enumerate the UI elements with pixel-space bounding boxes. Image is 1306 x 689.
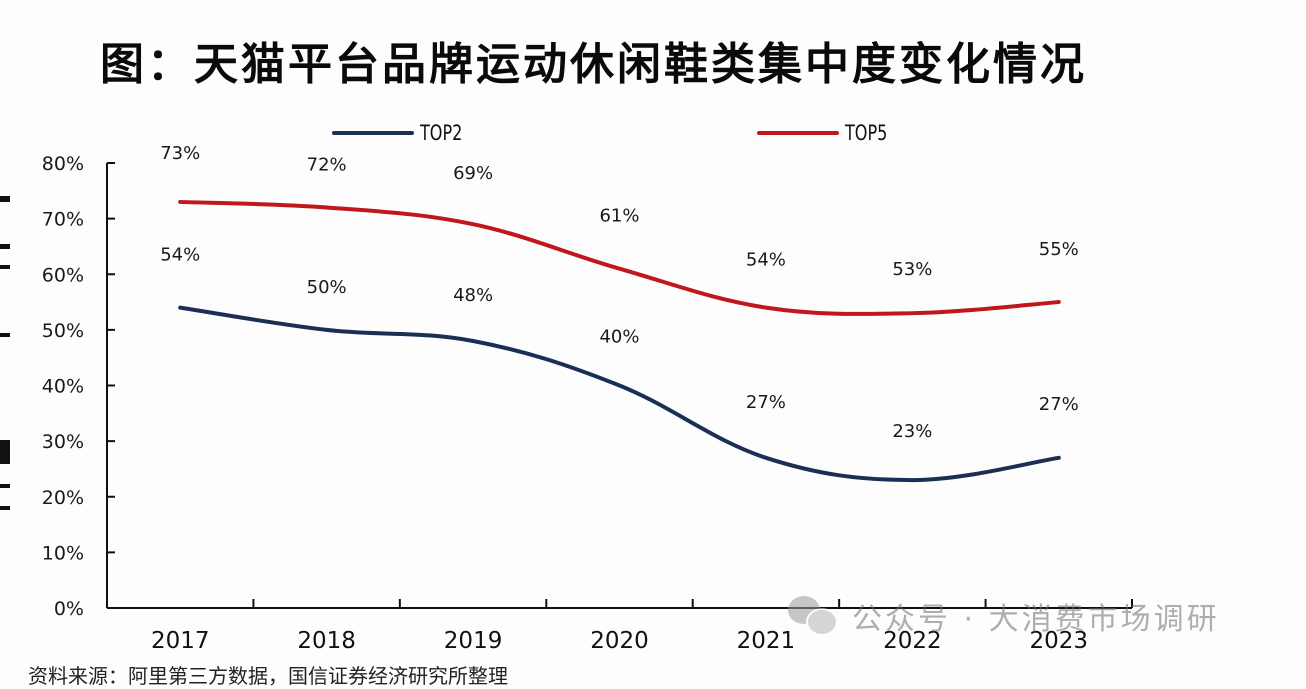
y-tick-label: 70% [42, 209, 84, 231]
cropped-axis-title-fragment [0, 244, 10, 249]
x-tick-label: 2022 [883, 628, 942, 654]
data-label-top2: 48% [453, 285, 493, 306]
y-tick-label: 30% [42, 431, 84, 453]
cropped-axis-title-fragment [0, 265, 10, 269]
y-tick-label: 20% [42, 487, 84, 509]
x-tick-label: 2017 [151, 628, 210, 654]
data-label-top2: 27% [1039, 394, 1079, 415]
data-label-top5: 73% [160, 143, 200, 164]
watermark: 公众号 · 大消费市场调研 [788, 594, 1220, 638]
legend-label-top2: TOP2 [420, 121, 463, 145]
y-tick-label: 80% [42, 153, 84, 175]
data-label-top2: 27% [746, 392, 786, 413]
data-label-top5: 61% [599, 206, 639, 227]
cropped-axis-title-fragment [0, 196, 10, 202]
legend-swatch-top2 [332, 131, 414, 135]
cropped-axis-title-fragment [0, 333, 10, 337]
x-tick-label: 2020 [590, 628, 649, 654]
data-label-top5: 72% [307, 155, 347, 176]
legend-item-top2: TOP2 [332, 121, 470, 145]
line-chart: 0% 10% 20% 30% 40% 50% 60% 70% 80% 2017 2018 2019 20… [42, 143, 1133, 654]
y-tick-label: 0% [54, 598, 84, 620]
legend-swatch-top5 [757, 131, 839, 135]
y-tick-label: 50% [42, 320, 84, 342]
y-tick-label: 10% [42, 542, 84, 564]
data-label-top2: 50% [307, 277, 347, 298]
series-line-top5 [178, 199, 1061, 316]
data-label-top2: 40% [599, 327, 639, 348]
series-line-top2 [178, 305, 1061, 483]
x-tick-label: 2018 [297, 628, 356, 654]
x-tick-label: 2019 [444, 628, 503, 654]
cropped-axis-title-fragment [0, 484, 10, 488]
source-note: 资料来源：阿里第三方数据，国信证券经济研究所整理 [28, 664, 508, 688]
legend-label-top5: TOP5 [845, 121, 888, 145]
data-label-top5: 53% [892, 259, 932, 280]
wechat-icon [788, 594, 838, 638]
y-tick-label: 40% [42, 376, 84, 398]
legend-item-top5: TOP5 [757, 121, 895, 145]
data-label-top5: 69% [453, 163, 493, 184]
y-tick-label: 60% [42, 264, 84, 286]
watermark-text: 公众号 · 大消费市场调研 [852, 602, 1220, 637]
data-label-top5: 55% [1039, 239, 1079, 260]
data-label-top5: 54% [746, 250, 786, 271]
cropped-axis-title-fragment [0, 440, 10, 464]
chart-title: 图：天猫平台品牌运动休闲鞋类集中度变化情况 [100, 39, 1087, 90]
x-tick-label: 2021 [737, 628, 796, 654]
cropped-axis-title-fragment [0, 506, 10, 510]
data-label-top2: 23% [892, 421, 932, 442]
data-label-top2: 54% [160, 245, 200, 266]
x-tick-label: 2023 [1030, 628, 1089, 654]
